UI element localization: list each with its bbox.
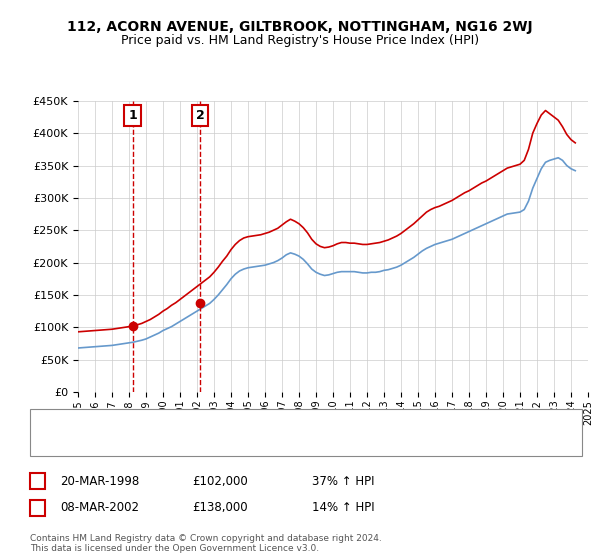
Text: Contains HM Land Registry data © Crown copyright and database right 2024.
This d: Contains HM Land Registry data © Crown c… xyxy=(30,534,382,553)
Text: 08-MAR-2002: 08-MAR-2002 xyxy=(60,501,139,515)
Text: Price paid vs. HM Land Registry's House Price Index (HPI): Price paid vs. HM Land Registry's House … xyxy=(121,34,479,46)
Text: £138,000: £138,000 xyxy=(192,501,248,515)
Text: 2: 2 xyxy=(196,109,205,122)
Text: 14% ↑ HPI: 14% ↑ HPI xyxy=(312,501,374,515)
Text: 2: 2 xyxy=(34,501,42,515)
Text: 112, ACORN AVENUE, GILTBROOK, NOTTINGHAM, NG16 2WJ (detached house): 112, ACORN AVENUE, GILTBROOK, NOTTINGHAM… xyxy=(84,417,490,427)
Text: 37% ↑ HPI: 37% ↑ HPI xyxy=(312,474,374,488)
Text: 20-MAR-1998: 20-MAR-1998 xyxy=(60,474,139,488)
Text: £102,000: £102,000 xyxy=(192,474,248,488)
Text: 1: 1 xyxy=(128,109,137,122)
Text: 112, ACORN AVENUE, GILTBROOK, NOTTINGHAM, NG16 2WJ: 112, ACORN AVENUE, GILTBROOK, NOTTINGHAM… xyxy=(67,20,533,34)
Text: 1: 1 xyxy=(34,474,42,488)
Text: HPI: Average price, detached house, Broxtowe: HPI: Average price, detached house, Brox… xyxy=(84,438,326,448)
